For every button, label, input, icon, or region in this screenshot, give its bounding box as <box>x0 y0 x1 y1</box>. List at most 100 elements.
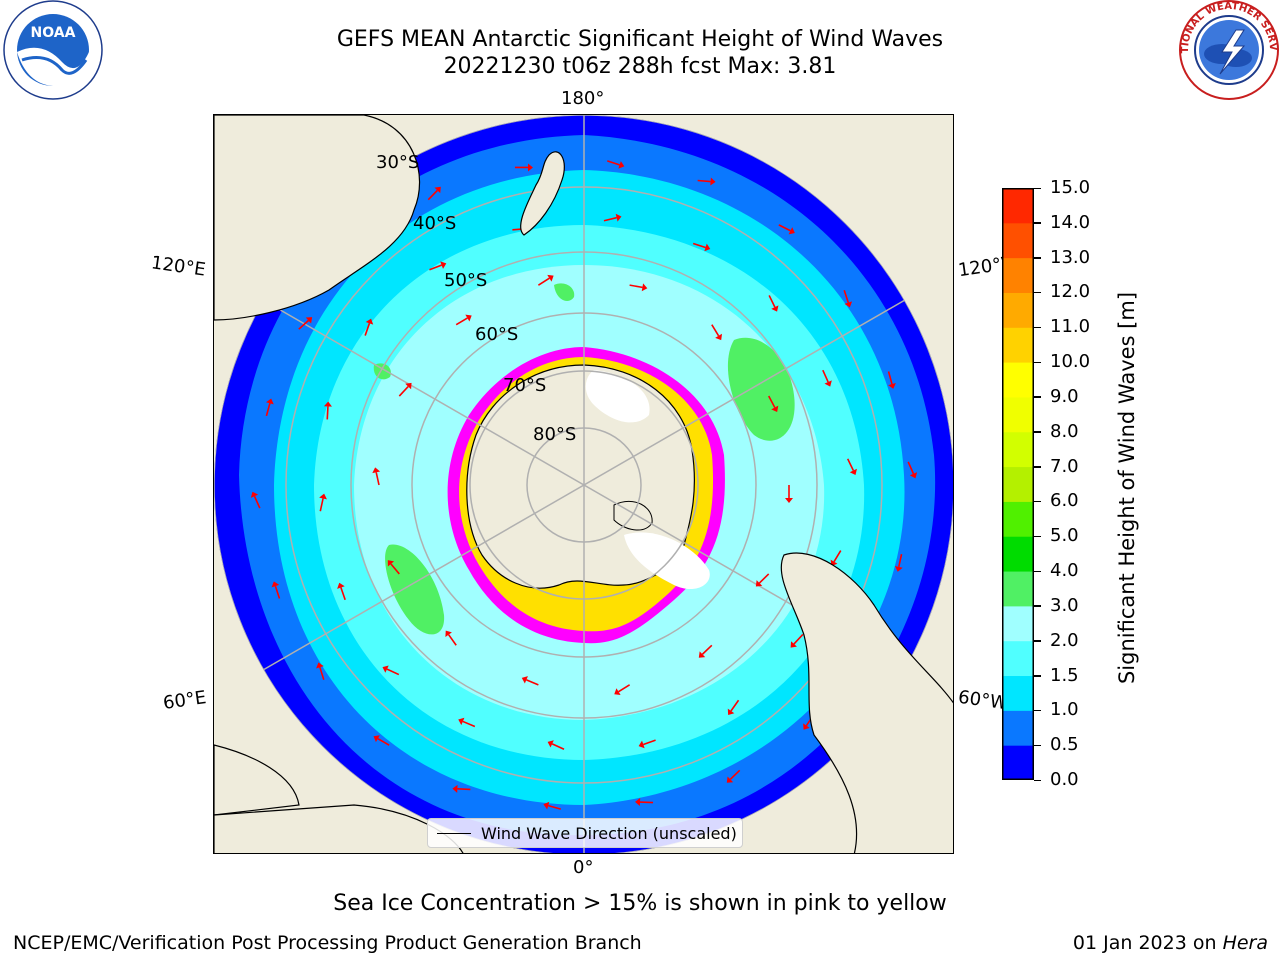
colorbar-tick-mark <box>1034 222 1041 224</box>
colorbar-segment <box>1002 536 1034 572</box>
wind-arrow-head <box>771 405 779 412</box>
wind-arrow-head <box>710 177 716 186</box>
wind-arrow-head <box>452 784 458 793</box>
noaa-logo-text: NOAA <box>31 25 76 41</box>
wind-arrow-shaft <box>607 160 620 166</box>
colorbar-tick-mark <box>1034 291 1041 294</box>
wind-arrow-shaft <box>364 323 371 336</box>
wind-arrow-head <box>547 740 554 748</box>
colorbar-tick-label: 6.0 <box>1050 490 1079 512</box>
map-legend: Wind Wave Direction (unscaled) <box>427 818 743 848</box>
wind-arrow-shaft <box>253 495 261 509</box>
wind-arrow-shaft <box>377 738 390 746</box>
colorbar-tick-mark <box>1034 570 1041 573</box>
lat-label-40s: 40°S <box>413 213 457 234</box>
wind-arrow-head <box>266 398 274 405</box>
colorbar-tick-label: 9.0 <box>1050 385 1079 407</box>
weddell-ice <box>624 532 710 590</box>
wind-arrow-head <box>715 333 722 341</box>
colorbar-tick-label: 0.0 <box>1050 769 1079 790</box>
wind-arrow-shaft <box>274 585 281 599</box>
wind-arrow-head <box>785 498 793 503</box>
lat-label-30s: 30°S <box>376 152 420 173</box>
wind-arrow-shaft <box>427 189 438 201</box>
wind-arrow-shaft <box>701 644 713 655</box>
legend-label: Wind Wave Direction (unscaled) <box>481 823 737 843</box>
colorbar-tick-label: 10.0 <box>1050 351 1091 373</box>
wind-arrow-head <box>372 467 381 474</box>
wind-arrow-head <box>319 493 327 500</box>
wind-arrow-head <box>405 382 412 390</box>
wind-arrow-head <box>337 582 345 589</box>
lon-label-120e: 120°E <box>149 252 207 281</box>
wind-arrow-head <box>909 472 918 479</box>
colorbar-segment <box>1002 257 1034 293</box>
wind-arrow-shaft <box>692 242 706 249</box>
wind-arrow-shaft <box>887 371 893 385</box>
lat-label-70s: 70°S <box>503 375 547 396</box>
wind-arrow-shaft <box>730 699 740 712</box>
lon-label-180: 180° <box>561 88 605 109</box>
colorbar-segment <box>1002 605 1034 642</box>
colorbar-segment <box>1002 675 1034 711</box>
footer-left: NCEP/EMC/Verification Post Processing Pr… <box>13 932 642 954</box>
colorbar-tick-label: 4.0 <box>1050 560 1079 582</box>
wind-arrow-head <box>373 735 380 743</box>
wind-arrow-head <box>618 161 625 169</box>
colorbar-tick-label: 11.0 <box>1050 316 1091 338</box>
wind-arrow-head <box>547 274 554 282</box>
wind-arrow-head <box>387 560 395 567</box>
colorbar-segment <box>1002 327 1034 363</box>
continents <box>214 115 953 853</box>
wind-arrow-shaft <box>462 720 476 728</box>
madagascar <box>214 744 300 816</box>
noaa-logo: NOAA <box>2 0 104 100</box>
wind-arrow-shaft <box>618 684 631 693</box>
wind-arrow-head <box>849 468 857 476</box>
wind-arrow-head <box>305 317 313 324</box>
footer-machine: Hera <box>1222 932 1268 954</box>
wind-arrow-head <box>638 740 645 749</box>
wind-arrow-shaft <box>551 743 565 750</box>
wind-arrow-shaft <box>833 550 842 563</box>
colorbar-tick-mark <box>1034 187 1041 189</box>
colorbar-segment <box>1002 571 1034 607</box>
wave-patch-west <box>385 544 445 635</box>
colorbar-tick-label: 14.0 <box>1050 211 1091 233</box>
wind-arrow-shaft <box>846 458 855 471</box>
ross-ice-shelf <box>585 370 650 423</box>
colorbar-ticks: 0.0 0.5 1.0 1.5 2.0 3.0 4.0 5.0 6.0 7.0 8.0 9.0 10.0… <box>1034 177 1106 790</box>
wind-arrow-shaft <box>457 788 471 791</box>
lon-label-0: 0° <box>573 857 594 878</box>
lat-label-50s: 50°S <box>444 270 488 291</box>
australia <box>214 115 421 321</box>
wind-arrow-head <box>615 213 622 222</box>
colorbar-tick-mark <box>1034 744 1041 747</box>
colorbar-tick-mark <box>1034 709 1041 712</box>
wind-arrow-shaft <box>767 395 776 408</box>
wind-arrow-shaft <box>729 769 741 780</box>
wind-arrow-shaft <box>265 403 271 417</box>
colorbar-segment <box>1002 640 1034 677</box>
wind-arrow-shaft <box>603 216 617 222</box>
wind-arrow-head <box>635 798 641 807</box>
wind-arrow-shaft <box>390 563 400 575</box>
wave-patch-east <box>727 337 795 441</box>
sea-ice-note: Sea Ice Concentration > 15% is shown in … <box>333 891 947 916</box>
colorbar-segment <box>1002 745 1034 781</box>
wind-arrow-shaft <box>298 319 309 330</box>
colorbar-tick-mark <box>1034 500 1041 503</box>
wind-arrow-head <box>434 186 441 194</box>
colorbar-segment <box>1002 466 1034 502</box>
wind-arrow-shaft <box>822 369 829 383</box>
wind-arrow-shaft <box>697 179 711 183</box>
wind-arrow-shaft <box>711 324 720 337</box>
wind-arrow-shaft <box>326 406 329 420</box>
map-panel <box>213 114 954 854</box>
wind-arrow-head <box>755 580 763 587</box>
colorbar-tick-label: 1.5 <box>1050 664 1079 686</box>
wind-arrow-shaft <box>907 461 915 475</box>
wind-arrow-head <box>527 163 533 172</box>
colorbar-tick-label: 8.0 <box>1050 420 1079 442</box>
colorbar-tick-mark <box>1034 396 1041 398</box>
